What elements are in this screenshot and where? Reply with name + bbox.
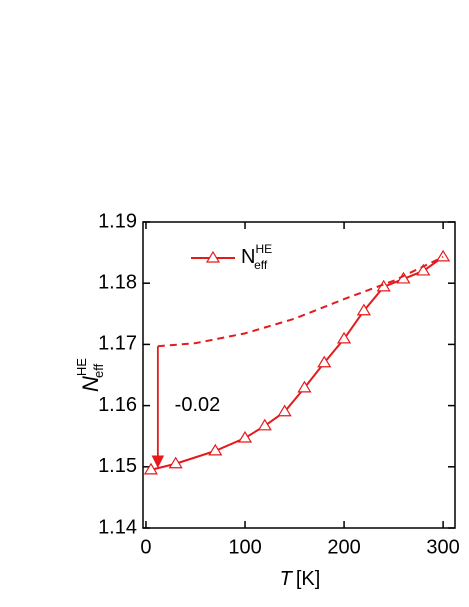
legend-marker: [205, 250, 221, 263]
y-tick-label: 1.17: [98, 333, 137, 355]
y-tick-label: 1.15: [98, 455, 137, 477]
x-label-unit: [K]: [296, 568, 320, 590]
y-label-sub: eff: [91, 363, 106, 378]
data-point: [237, 430, 253, 443]
y-tick-label: 1.19: [98, 210, 137, 232]
x-axis-label: T [K]: [280, 568, 321, 590]
data-point: [168, 456, 183, 469]
x-tick-label: 0: [140, 536, 151, 558]
y-tick-label: 1.16: [98, 394, 137, 416]
x-label-var: T: [280, 568, 294, 590]
data-point: [143, 462, 158, 475]
series-line: [150, 256, 444, 471]
x-tick-label: 300: [426, 536, 459, 558]
data-point: [317, 355, 332, 368]
y-axis-label: NHE eff: [74, 358, 106, 392]
x-tick-label: 200: [327, 536, 360, 558]
annotation: -0.02: [175, 394, 221, 416]
x-tick-label: 100: [228, 536, 261, 558]
legend-sub: eff: [254, 258, 268, 272]
data-point: [208, 443, 223, 456]
data-point: [257, 418, 272, 431]
y-label-sup: HE: [74, 358, 89, 376]
y-tick-label: 1.14: [98, 516, 137, 538]
y-tick-label: 1.18: [98, 271, 137, 293]
plot-frame: [142, 221, 456, 529]
data-point: [356, 303, 371, 316]
legend-label: NHE eff: [241, 242, 272, 272]
data-point: [436, 249, 451, 262]
data-point: [297, 380, 312, 393]
legend-name: N: [241, 246, 255, 268]
data-point: [277, 404, 292, 417]
data-point: [416, 263, 431, 276]
data-point: [337, 331, 352, 344]
legend-sup: HE: [255, 242, 272, 256]
y-label-base: N: [78, 376, 103, 392]
series-line: [157, 255, 444, 348]
